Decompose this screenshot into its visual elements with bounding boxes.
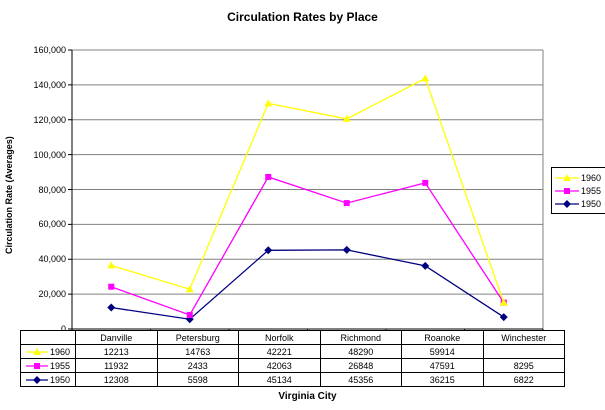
table-cell: 6822 [482,372,565,387]
triangle-marker-icon [185,285,194,293]
table-cell: 12308 [75,372,158,387]
y-axis-tick-label: 60,000 [38,219,66,230]
table-col-header: Richmond [319,330,402,345]
table-corner-cell [20,330,76,345]
legend-label: 1960 [581,172,602,183]
table-row-key: 1955 [20,358,76,373]
triangle-marker-icon [563,173,571,181]
legend-item-1955: 1955 [555,184,601,197]
table-col-header: Winchester [482,330,565,345]
table-header-row: Danville Petersburg Norfolk Richmond Roanoke… [20,330,565,345]
data-table: Danville Petersburg Norfolk Richmond Roanoke… [20,330,565,387]
triangle-marker-icon [342,114,351,122]
table-cell: 5598 [156,372,239,387]
y-axis-tick-label: 80,000 [38,184,66,195]
table-cell [482,344,565,359]
x-axis-title: Virginia City [278,391,337,402]
square-marker-icon [33,362,40,369]
square-marker-icon [265,173,272,180]
table-row-1960: 1960 12213 14763 42221 48290 59914 [20,344,565,359]
table-col-header: Norfolk [238,330,321,345]
table-cell: 45356 [319,372,402,387]
y-axis-tick-label: 20,000 [38,289,66,300]
table-row-1950: 1950 12308 5598 45134 45356 36215 6822 [20,372,565,387]
diamond-marker-icon [342,245,351,254]
table-key-icon [25,347,48,355]
legend-key-icon [555,173,579,181]
table-cell: 42063 [238,358,321,373]
diamond-marker-icon [264,246,273,255]
table-cell: 42221 [238,344,321,359]
square-marker-icon [343,200,350,207]
table-cell: 8295 [482,358,565,373]
series-line-1960 [111,77,505,303]
diamond-marker-icon [32,375,41,384]
diamond-marker-icon [421,261,430,270]
chart-title: Circulation Rates by Place [227,10,378,24]
diamond-marker-icon [499,313,508,322]
legend-item-1960: 1960 [555,171,601,184]
table-cell: 36215 [401,372,484,387]
table-col-header: Roanoke [401,330,484,345]
triangle-marker-icon [107,261,116,269]
legend: 1960 1955 1950 [551,167,605,214]
table-cell: 48290 [319,344,402,359]
triangle-marker-icon [499,298,508,306]
table-cell: 45134 [238,372,321,387]
table-row-1955: 1955 11932 2433 42063 26848 47591 8295 [20,358,565,373]
table-row-key: 1950 [20,372,76,387]
table-key-icon [25,362,48,369]
table-cell: 59914 [401,344,484,359]
y-axis-tick-label: 160,000 [33,45,66,55]
square-marker-icon [108,283,115,290]
table-row-label: 1955 [49,360,71,371]
table-row-key: 1960 [20,344,76,359]
table-cell: 14763 [156,344,239,359]
triangle-marker-icon [421,74,430,82]
series-line-1950 [111,249,505,320]
legend-item-1950: 1950 [555,197,601,210]
y-axis-tick-label: 0 [60,324,66,334]
triangle-marker-icon [32,347,41,355]
legend-label: 1950 [581,198,602,209]
table-col-header: Petersburg [156,330,239,345]
table-cell: 12213 [75,344,158,359]
legend-key-icon [555,199,579,208]
y-axis-tick-label: 100,000 [33,149,66,160]
table-cell: 11932 [75,358,158,373]
y-axis-tick-label: 40,000 [38,254,66,265]
legend-label: 1955 [581,185,602,196]
y-axis-tick-label: 140,000 [33,79,66,90]
table-col-header: Danville [75,330,158,345]
table-key-icon [25,375,48,384]
table-cell: 26848 [319,358,402,373]
series-line-1955 [111,176,505,316]
table-row-label: 1950 [49,374,71,385]
square-marker-icon [186,311,193,318]
legend-key-icon [555,187,579,194]
diamond-marker-icon [107,303,116,312]
diamond-marker-icon [563,199,571,208]
table-row-label: 1960 [49,346,71,357]
triangle-marker-icon [264,99,273,107]
square-marker-icon [422,179,429,186]
y-axis-tick-label: 120,000 [33,114,66,125]
table-cell: 2433 [156,358,239,373]
table-cell: 47591 [401,358,484,373]
square-marker-icon [564,187,570,194]
